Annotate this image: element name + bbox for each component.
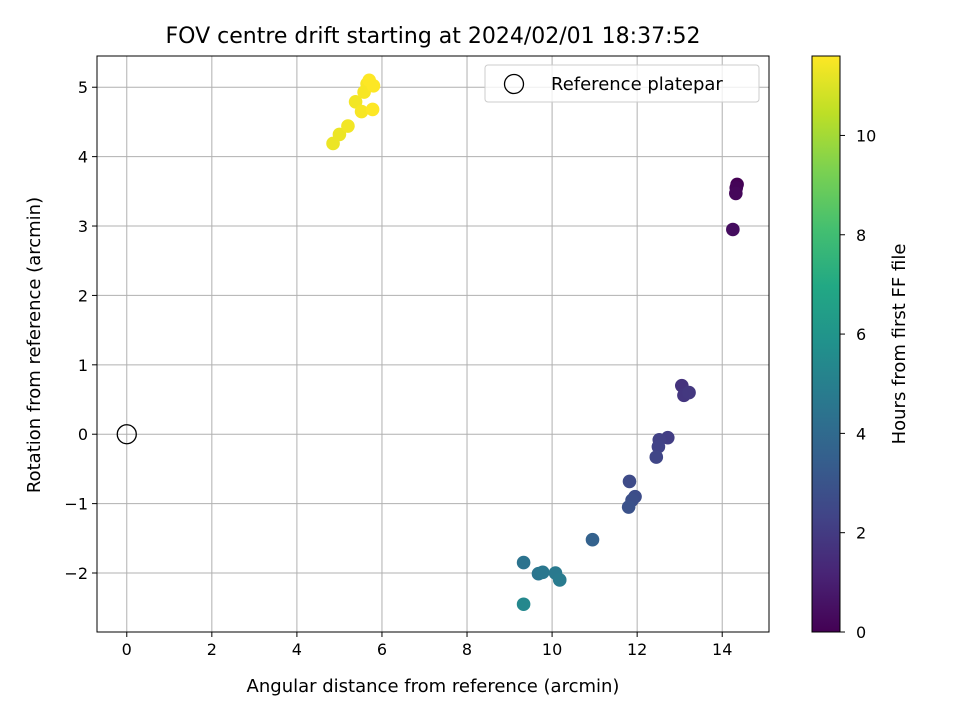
scatter-point [332, 127, 347, 142]
y-axis-label: Rotation from reference (arcmin) [24, 197, 45, 493]
scatter-point [682, 385, 696, 400]
scatter-point [552, 573, 567, 587]
x-tick-label: 10 [542, 640, 562, 659]
scatter-point [341, 119, 355, 133]
scatter-point [649, 450, 664, 464]
colorbar-ticks: 0 2 4 6 8 10 [840, 126, 876, 642]
scatter-point [354, 104, 369, 119]
colorbar-gradient [811, 55, 841, 633]
y-tick-label: −2 [64, 564, 88, 583]
colorbar-tick-label: 6 [856, 325, 866, 344]
scatter-point [729, 186, 743, 201]
colorbar-tick-label: 4 [856, 424, 866, 443]
y-tick-label: 3 [78, 217, 88, 236]
legend-marker [503, 73, 525, 95]
scatter-point [621, 500, 636, 514]
x-tick-label: 4 [292, 640, 302, 659]
plot-frame [96, 55, 770, 633]
scatter-point [585, 532, 600, 547]
grid [97, 56, 769, 632]
x-tick-label: 12 [627, 640, 647, 659]
scatter-point [365, 102, 380, 117]
colorbar: 0 2 4 6 8 10 Hours from first FF file [811, 55, 910, 642]
x-axis-ticks: 0 2 4 6 8 10 12 14 [122, 632, 732, 659]
y-tick-label: 0 [78, 425, 88, 444]
scatter-point [726, 222, 740, 237]
legend: Reference platepar [484, 64, 760, 103]
colorbar-tick-label: 2 [856, 524, 866, 543]
colorbar-label: Hours from first FF file [889, 244, 910, 445]
data-points [326, 73, 744, 612]
y-tick-label: 2 [78, 286, 88, 305]
x-tick-label: 2 [207, 640, 217, 659]
x-tick-label: 0 [122, 640, 132, 659]
y-axis-ticks: −2 −1 0 1 2 3 4 5 [64, 78, 97, 583]
colorbar-tick-label: 10 [856, 126, 876, 145]
colorbar-tick-label: 8 [856, 226, 866, 245]
y-tick-label: 4 [78, 148, 88, 167]
legend-box [484, 64, 760, 103]
y-tick-label: 5 [78, 78, 88, 97]
x-axis-label: Angular distance from reference (arcmin) [247, 676, 620, 697]
legend-entry: Reference platepar [551, 74, 723, 95]
x-tick-label: 6 [377, 640, 387, 659]
scatter-point [516, 555, 531, 570]
scatter-point [516, 597, 531, 612]
y-tick-label: −1 [64, 495, 88, 514]
scatter-point [622, 474, 637, 489]
scatter-point [651, 439, 666, 454]
scatter-point [366, 79, 381, 93]
x-tick-label: 8 [462, 640, 472, 659]
chart-title: FOV centre drift starting at 2024/02/01 … [166, 24, 701, 49]
reference-marker [116, 424, 137, 445]
y-tick-label: 1 [78, 356, 88, 375]
scatter-point [535, 565, 550, 580]
scatter-point [348, 95, 363, 109]
colorbar-tick-label: 0 [856, 623, 866, 642]
reference-point [116, 424, 137, 445]
x-tick-label: 14 [712, 640, 732, 659]
